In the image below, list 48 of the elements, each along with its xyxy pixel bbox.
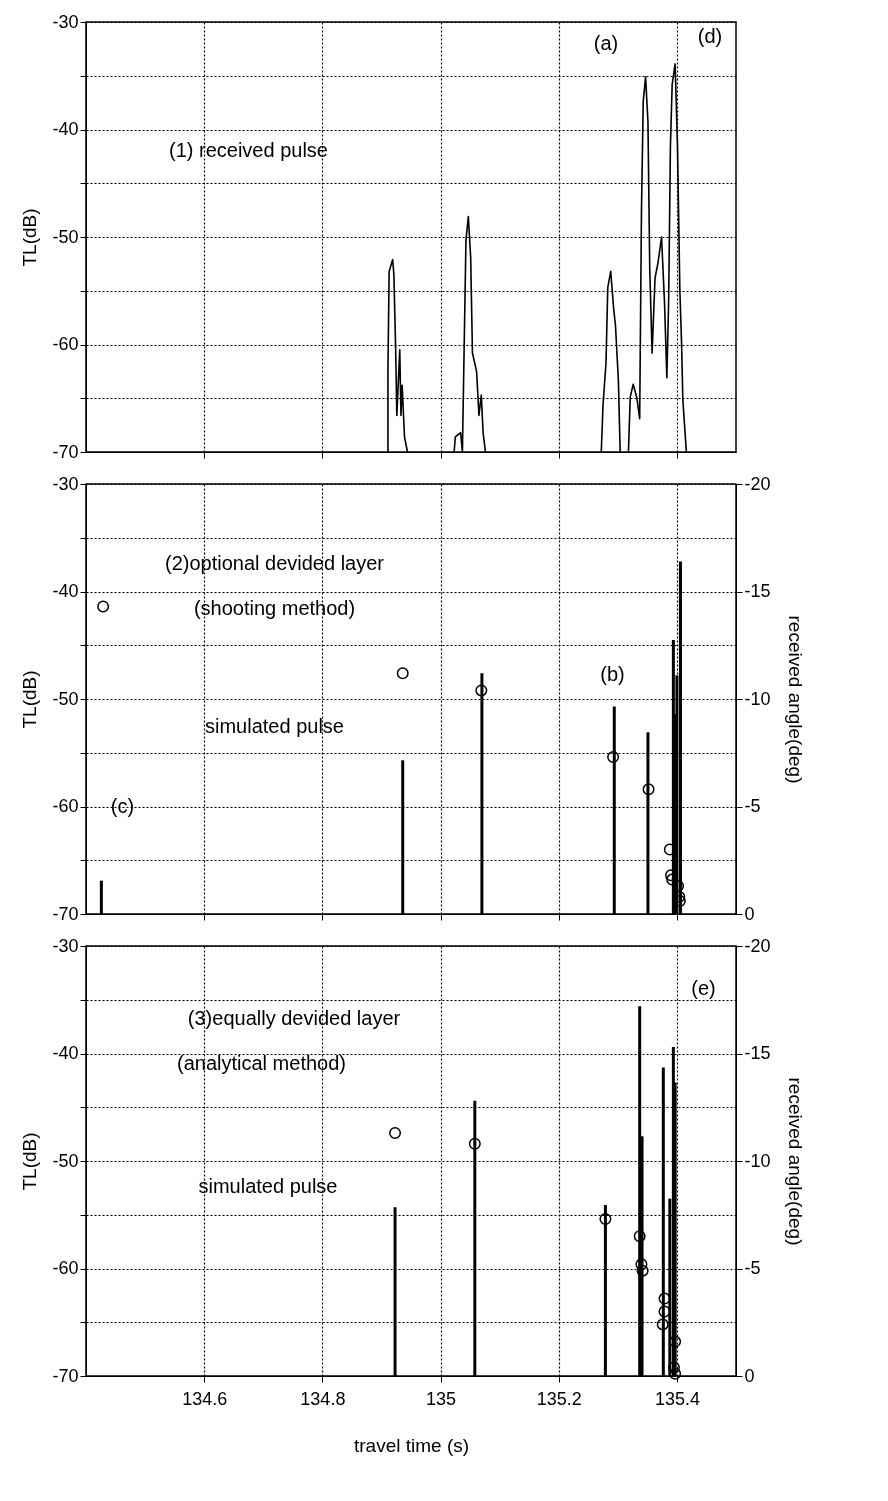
x-tick-label: 135.4 <box>654 1388 700 1409</box>
y-tick-label: -70 <box>52 1365 79 1386</box>
annotation: (c) <box>110 794 135 817</box>
annotation: simulated pulse <box>205 714 344 737</box>
y2-axis-title: received angle(deg) <box>784 615 806 784</box>
y-tick-label: -50 <box>52 226 79 247</box>
annotation: (a) <box>593 31 619 54</box>
annotation: (b) <box>600 663 625 686</box>
annotation: simulated pulse <box>198 1174 338 1197</box>
y-tick-label: -30 <box>52 935 79 956</box>
x-tick-label: 134.8 <box>300 1388 346 1409</box>
x-tick-label: 135.2 <box>536 1388 582 1409</box>
y2-tick-label: -20 <box>744 935 771 956</box>
y-tick-label: -60 <box>52 796 79 816</box>
y-tick-label: -60 <box>52 334 79 354</box>
y-tick-label: -30 <box>52 11 79 32</box>
y2-tick-label: -15 <box>744 581 771 601</box>
y-tick-label: -50 <box>52 1150 79 1171</box>
y2-tick-label: -20 <box>744 473 771 494</box>
annotation: (3)equally devided layer <box>187 1007 401 1030</box>
annotation: (shooting method) <box>193 596 356 619</box>
annotation: (analytical method) <box>177 1052 346 1075</box>
y-axis-title: TL(dB) <box>19 670 41 729</box>
y2-tick-label: -10 <box>744 1150 771 1171</box>
y-tick-label: -30 <box>52 473 79 494</box>
annotation: (d) <box>697 25 723 48</box>
y-tick-label: -70 <box>52 903 79 924</box>
y-axis-title: TL(dB) <box>19 208 41 267</box>
y2-tick-label: -5 <box>744 796 761 816</box>
y-tick-label: -40 <box>52 581 79 601</box>
y2-tick-label: 0 <box>744 903 755 924</box>
x-tick-label: 135 <box>426 1388 457 1409</box>
y2-axis-title: received angle(deg) <box>784 1077 806 1246</box>
y-tick-label: -40 <box>52 119 79 139</box>
y-tick-label: -70 <box>52 441 79 462</box>
y-tick-label: -50 <box>52 688 79 709</box>
y-tick-label: -40 <box>52 1043 79 1063</box>
x-tick-label: 134.6 <box>182 1388 228 1409</box>
y-axis-title: TL(dB) <box>19 1132 41 1191</box>
x-axis-title: travel time (s) <box>353 1434 470 1456</box>
y2-tick-label: -15 <box>744 1043 771 1063</box>
y2-tick-label: 0 <box>744 1365 755 1386</box>
y2-tick-label: -5 <box>744 1258 761 1278</box>
annotation: (1) received pulse <box>169 139 328 161</box>
y-tick-label: -60 <box>52 1258 79 1278</box>
annotation: (e) <box>691 977 716 999</box>
annotation: (2)optional devided layer <box>164 551 385 574</box>
y2-tick-label: -10 <box>744 688 771 709</box>
